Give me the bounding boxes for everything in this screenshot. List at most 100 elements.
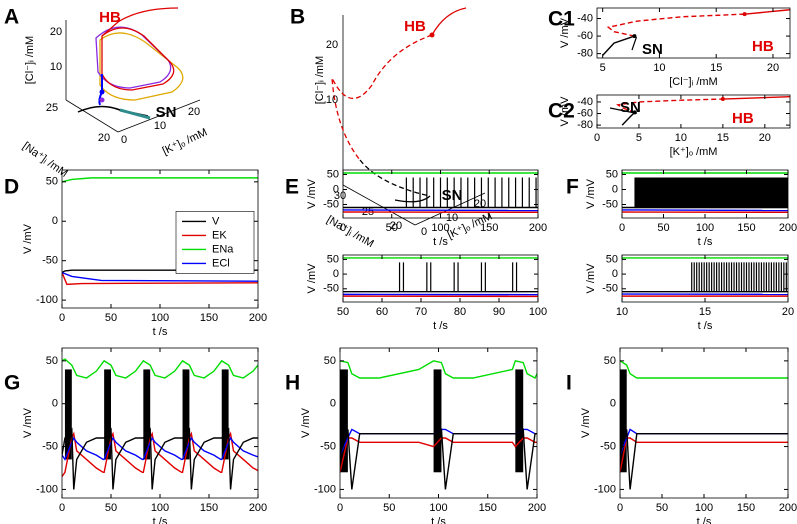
line (616, 98, 723, 114)
x-tick-label: 20 (759, 132, 771, 144)
y-axis-label: V /mV (585, 178, 597, 209)
x-tick-label: 100 (696, 222, 714, 234)
y-tick-label: -50 (602, 283, 618, 295)
y-axis-label: V /mV (300, 407, 312, 438)
line (620, 429, 788, 490)
x-tick-label: 20 (782, 306, 794, 318)
y-tick-label: -100 (36, 483, 58, 495)
x-tick-label: 0 (337, 502, 343, 514)
annotation: SN (442, 187, 463, 204)
y-axis-label: V /mV (306, 263, 318, 294)
x-tick-label: 0 (59, 312, 65, 324)
x-tick-label: 15 (699, 306, 711, 318)
legend-label: ENa (212, 243, 234, 255)
x-tick-label: 50 (337, 306, 349, 318)
y-tick-label: -50 (600, 440, 616, 452)
panel-letter: A (4, 6, 19, 29)
y-axis-label: V /mV (22, 223, 34, 254)
plot-area (616, 96, 790, 126)
annotation: SN (642, 41, 663, 58)
line (62, 269, 258, 274)
y-tick-label: -80 (577, 48, 593, 60)
x-tick-label: 100 (151, 312, 169, 324)
annotation: SN (156, 104, 177, 121)
line (620, 437, 788, 473)
panel-letter: I (566, 372, 572, 395)
x-tick-label: 10 (653, 62, 665, 74)
axes-frame (596, 7, 791, 59)
y-tick-label: 50 (46, 355, 58, 367)
line (722, 96, 790, 100)
x-axis-label: t /s (433, 320, 448, 332)
y-tick-label: -50 (602, 198, 618, 210)
x-tick-label: 200 (779, 222, 797, 234)
tick-label: 25 (46, 102, 58, 114)
x-tick-label: 50 (105, 502, 117, 514)
line (622, 209, 788, 212)
panel-letter: C2 (548, 100, 575, 123)
panel-a-drawing (65, 7, 201, 133)
burst (515, 369, 524, 473)
y-tick-label: -50 (320, 440, 336, 452)
burst (64, 369, 72, 460)
x-tick-label: 100 (151, 502, 169, 514)
line (340, 437, 537, 473)
x-axis-label: t /s (698, 320, 713, 332)
axes-frame (596, 94, 791, 129)
y-tick-label: -50 (42, 440, 58, 452)
tick-label: 10 (154, 120, 166, 132)
annotation-point (632, 110, 637, 115)
tick-label: 0 (121, 134, 127, 146)
annotation-arrow (609, 107, 637, 114)
x-axis-label: [K⁺]ₒ /mM (670, 146, 718, 158)
x-tick-label: 200 (529, 222, 547, 234)
annotation: HB (99, 9, 121, 26)
y-axis-label: V /mV (559, 17, 571, 48)
y-tick-label: 0 (330, 398, 336, 410)
axis-label: [Cl⁻]ᵢ /mM (24, 36, 36, 84)
x-tick-label: 60 (376, 306, 388, 318)
x-tick-label: 10 (616, 306, 628, 318)
burst (634, 177, 788, 209)
x-tick-label: 150 (479, 502, 497, 514)
x-tick-label: 20 (767, 62, 779, 74)
axis-label: [Cl⁻]ᵢ /mM (314, 56, 326, 104)
x-tick-label: 50 (656, 502, 668, 514)
burst (182, 369, 190, 460)
y-tick-label: -50 (323, 283, 339, 295)
y-tick-label: -100 (36, 294, 58, 306)
x-tick-label: 0 (617, 502, 623, 514)
line (340, 360, 537, 379)
y-tick-label: 50 (46, 176, 58, 188)
legend-label: V (212, 215, 220, 227)
panel-letter: B (290, 6, 305, 29)
x-tick-label: 0 (340, 222, 346, 234)
x-tick-label: 15 (710, 62, 722, 74)
x-tick-label: 50 (657, 222, 669, 234)
plot-area (622, 172, 788, 214)
x-tick-label: 150 (200, 312, 218, 324)
x-tick-label: 50 (105, 312, 117, 324)
line (62, 427, 258, 490)
x-tick-label: 0 (594, 132, 600, 144)
annotation: SN (620, 99, 641, 116)
line (62, 436, 258, 461)
line (343, 209, 538, 212)
line (340, 428, 537, 490)
line (620, 360, 788, 379)
axes-frame (619, 347, 789, 499)
burst (221, 369, 229, 460)
line (62, 271, 258, 282)
y-tick-label: 50 (327, 168, 339, 180)
tick-label: 10 (326, 94, 338, 106)
y-tick-label: 0 (52, 398, 58, 410)
plot-area (620, 360, 788, 490)
plot-area (62, 358, 258, 490)
x-tick-label: 200 (779, 502, 797, 514)
annotation: HB (752, 38, 774, 55)
panel-b-drawing (331, 7, 486, 226)
panel-letter: G (4, 372, 20, 395)
x-axis-label: t /s (153, 326, 168, 338)
tick-label: 0 (421, 226, 427, 238)
